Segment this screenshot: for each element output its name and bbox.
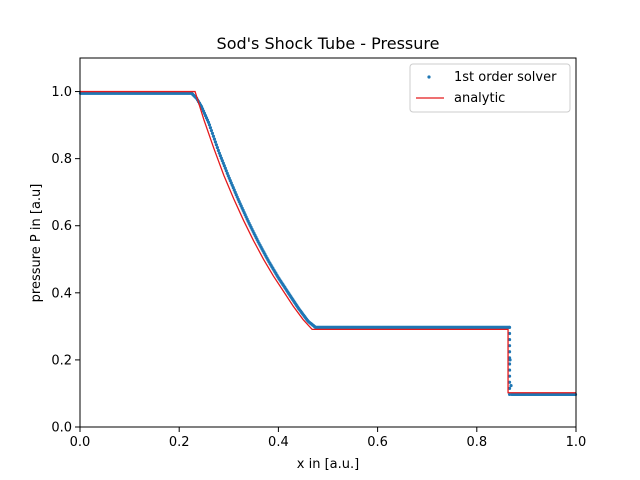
legend-box [409, 63, 571, 113]
solver-point [507, 344, 512, 348]
solver-point [226, 174, 230, 178]
solver-point [223, 166, 227, 170]
solver-point [212, 137, 217, 141]
y-tick-label: 0.4 [51, 286, 72, 301]
solver-point [211, 134, 216, 138]
plot-layer [78, 90, 578, 397]
solver-point [214, 143, 218, 147]
x-tick-label: 0.8 [466, 435, 487, 450]
x-tick-label: 1.0 [566, 435, 587, 450]
series-solver [78, 91, 578, 397]
solver-point [507, 356, 512, 360]
legend-label-analytic: analytic [454, 91, 505, 106]
y-tick-label: 0.2 [51, 353, 72, 368]
solver-point [224, 169, 228, 173]
legend-marker-solver [427, 75, 431, 79]
x-tick-label: 0.6 [367, 435, 388, 450]
solver-point [507, 350, 512, 354]
solver-point [208, 126, 213, 130]
solver-point [225, 171, 229, 175]
y-axis-label: pressure P in [a.u] [29, 184, 44, 303]
legend: 1st order solver analytic [409, 63, 571, 113]
solver-point [220, 159, 224, 163]
solver-point [219, 156, 223, 160]
x-tick-label: 0.2 [169, 435, 190, 450]
solver-point [507, 325, 512, 329]
series-analytic-line [80, 90, 576, 394]
legend-label-solver: 1st order solver [454, 70, 557, 85]
solver-point [509, 383, 513, 388]
solver-point [217, 151, 221, 155]
solver-point [507, 386, 512, 390]
x-tick-label: 0.4 [268, 435, 289, 450]
solver-point [215, 146, 219, 150]
solver-point [507, 331, 512, 336]
solver-point [222, 164, 226, 168]
solver-point [206, 120, 211, 124]
solver-point [210, 131, 215, 135]
solver-point [216, 148, 220, 153]
axes-frame [79, 57, 577, 428]
solver-point [507, 368, 512, 372]
x-axis-label: x in [a.u.] [297, 457, 359, 472]
solver-point [221, 161, 225, 165]
chart-title: Sod's Shock Tube - Pressure [217, 34, 440, 53]
x-tick-label: 0.0 [70, 435, 91, 450]
solver-point [213, 140, 218, 144]
y-tick-label: 0.6 [51, 219, 72, 234]
solver-point [507, 362, 512, 366]
y-tick-label: 1.0 [51, 85, 72, 100]
solver-point [218, 154, 222, 158]
y-tick-label: 0.0 [51, 421, 72, 436]
solver-point [507, 380, 512, 384]
solver-point [209, 128, 214, 133]
solver-point [507, 374, 512, 378]
ticks-layer: 0.0 0.2 0.4 0.6 0.8 1.0 0.0 0.2 0.4 0.6 0.8 1.0 [51, 85, 586, 450]
solver-point [507, 337, 512, 342]
solver-point [507, 392, 512, 397]
solver-point [207, 123, 212, 127]
y-tick-label: 0.8 [51, 152, 72, 167]
